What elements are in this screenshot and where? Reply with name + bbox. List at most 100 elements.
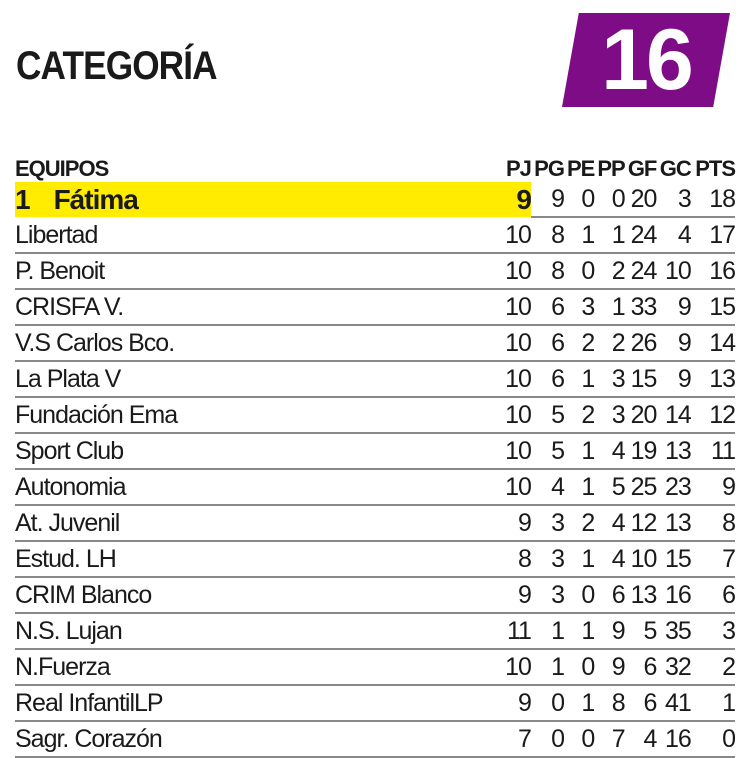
pe-cell: 0 — [563, 721, 595, 758]
pj-cell: 10 — [194, 469, 532, 506]
gc-cell: 3 — [656, 182, 692, 218]
table-row: Estud. LH 8 3 1 4 10 15 7 — [15, 541, 736, 578]
gf-cell: 6 — [624, 685, 657, 722]
pp-cell: 0 — [594, 182, 626, 218]
pts-cell: 0 — [690, 721, 736, 758]
col-gc: GC — [659, 156, 692, 181]
gc-cell: 15 — [656, 541, 692, 578]
pe-cell: 2 — [563, 397, 595, 434]
pp-cell: 2 — [594, 325, 626, 362]
col-team: EQUIPOS — [15, 156, 109, 181]
col-pg: PG — [534, 156, 565, 181]
pj-cell: 10 — [194, 253, 532, 290]
pe-cell: 3 — [563, 289, 595, 326]
pj-cell: 10 — [194, 649, 532, 686]
pg-cell: 5 — [530, 397, 565, 434]
gc-cell: 35 — [656, 613, 692, 650]
pp-cell: 9 — [594, 649, 626, 686]
category-badge: 16 — [562, 13, 730, 107]
pts-cell: 7 — [690, 541, 736, 578]
table-row: At. Juvenil 9 3 2 4 12 13 8 — [15, 505, 736, 542]
gc-cell: 16 — [656, 721, 692, 758]
pj-cell: 10 — [194, 397, 532, 434]
pts-cell: 6 — [690, 577, 736, 614]
gc-cell: 9 — [656, 289, 692, 326]
pe-cell: 1 — [563, 541, 595, 578]
team-cell: La Plata V — [15, 361, 195, 398]
pp-cell: 1 — [594, 217, 626, 254]
table-header: EQUIPOS PJ PG PE PP GF GC PTS — [15, 148, 736, 182]
team-cell: P. Benoit — [15, 253, 195, 290]
team-cell: N.S. Lujan — [15, 613, 195, 650]
table-row: N.Fuerza 10 1 0 9 6 32 2 — [15, 649, 736, 686]
gf-cell: 33 — [624, 289, 657, 326]
pp-cell: 7 — [594, 721, 626, 758]
gc-cell: 14 — [656, 397, 692, 434]
pp-cell: 4 — [594, 541, 626, 578]
pg-cell: 6 — [530, 325, 565, 362]
table-row: Fundación Ema 10 5 2 3 20 14 12 — [15, 397, 736, 434]
pg-cell: 5 — [530, 433, 565, 470]
pp-cell: 2 — [594, 253, 626, 290]
team-name: Fátima — [53, 183, 139, 215]
pj-cell: 10 — [194, 289, 532, 326]
pts-cell: 9 — [690, 469, 736, 506]
pts-cell: 3 — [690, 613, 736, 650]
team-cell: Fundación Ema — [15, 397, 195, 434]
table-row: Autonomia 10 4 1 5 25 23 9 — [15, 469, 736, 506]
col-pts: PTS — [695, 156, 736, 181]
table-row: CRIM Blanco 9 3 0 6 13 16 6 — [15, 577, 736, 614]
pts-cell: 1 — [690, 685, 736, 722]
pj-cell: 9 — [194, 685, 532, 722]
table-row: V.S Carlos Bco. 10 6 2 2 26 9 14 — [15, 325, 736, 362]
pe-cell: 0 — [563, 253, 595, 290]
gc-cell: 23 — [656, 469, 692, 506]
gf-cell: 24 — [624, 253, 657, 290]
pg-cell: 9 — [530, 182, 565, 218]
pp-cell: 5 — [594, 469, 626, 506]
pp-cell: 3 — [594, 361, 626, 398]
pe-cell: 1 — [563, 361, 595, 398]
pe-cell: 0 — [563, 577, 595, 614]
pp-cell: 3 — [594, 397, 626, 434]
gc-cell: 13 — [656, 433, 692, 470]
pj-cell: 11 — [194, 613, 532, 650]
pts-cell: 17 — [690, 217, 736, 254]
gc-cell: 32 — [656, 649, 692, 686]
gf-cell: 25 — [624, 469, 657, 506]
gc-cell: 4 — [656, 217, 692, 254]
gf-cell: 20 — [624, 397, 657, 434]
col-pe: PE — [566, 156, 595, 181]
pe-cell: 2 — [563, 325, 595, 362]
col-gf: GF — [627, 156, 658, 181]
pg-cell: 1 — [530, 649, 565, 686]
table-row: N.S. Lujan 11 1 1 9 5 35 3 — [15, 613, 736, 650]
pts-cell: 13 — [690, 361, 736, 398]
pp-cell: 6 — [594, 577, 626, 614]
pg-cell: 8 — [530, 217, 565, 254]
team-cell: V.S Carlos Bco. — [15, 325, 195, 362]
gf-cell: 13 — [624, 577, 657, 614]
team-cell: Libertad — [15, 217, 195, 254]
pj-cell: 9 — [194, 182, 532, 217]
pp-cell: 4 — [594, 433, 626, 470]
gf-cell: 4 — [624, 721, 657, 758]
team-cell: Autonomia — [15, 469, 195, 506]
team-cell: At. Juvenil — [15, 505, 195, 542]
gf-cell: 20 — [624, 182, 657, 218]
table-row: La Plata V 10 6 1 3 15 9 13 — [15, 361, 736, 398]
pts-cell: 14 — [690, 325, 736, 362]
pg-cell: 0 — [530, 685, 565, 722]
team-cell: Sport Club — [15, 433, 195, 470]
col-pj: PJ — [505, 156, 532, 181]
gf-cell: 26 — [624, 325, 657, 362]
pp-cell: 1 — [594, 289, 626, 326]
table-row: P. Benoit 10 8 0 2 24 10 16 — [15, 253, 736, 290]
gf-cell: 10 — [624, 541, 657, 578]
pts-cell: 16 — [690, 253, 736, 290]
pg-cell: 3 — [530, 541, 565, 578]
gc-cell: 13 — [656, 505, 692, 542]
pg-cell: 0 — [530, 721, 565, 758]
table-row: Real InfantilLP 9 0 1 8 6 41 1 — [15, 685, 736, 722]
pg-cell: 8 — [530, 253, 565, 290]
